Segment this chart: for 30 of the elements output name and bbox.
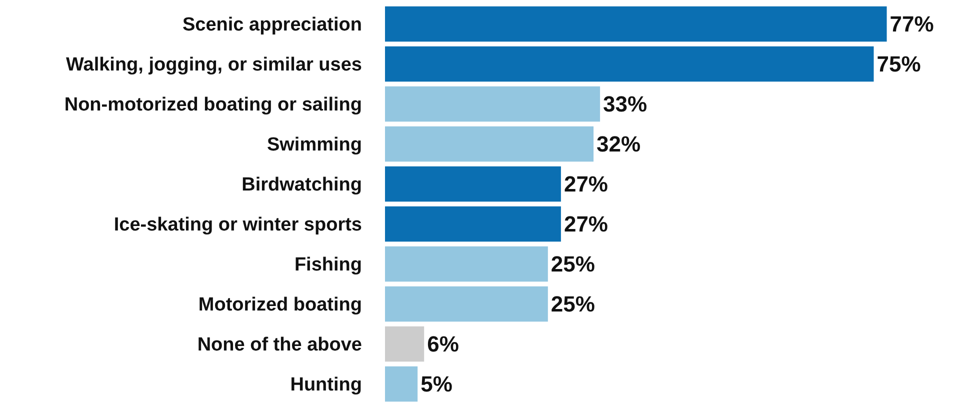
data-label: 27% [564, 212, 608, 236]
bar [385, 46, 874, 82]
bar [385, 86, 600, 122]
y-tick-label: Walking, jogging, or similar uses [66, 54, 362, 76]
data-label: 5% [420, 372, 452, 396]
y-tick-label: Swimming [266, 134, 362, 156]
data-label: 77% [890, 12, 934, 36]
data-label: 33% [603, 92, 648, 116]
y-tick-label: Motorized boating [198, 294, 362, 316]
data-label: 75% [876, 52, 921, 76]
y-tick-label: Fishing [294, 254, 362, 276]
data-label: 32% [596, 132, 641, 156]
bar [385, 166, 561, 202]
bar [385, 326, 424, 362]
data-label: 6% [427, 332, 459, 356]
y-tick-label: Non-motorized boating or sailing [64, 94, 362, 116]
bar [385, 366, 418, 402]
y-tick-label: Ice-skating or winter sports [114, 214, 362, 236]
bar [385, 246, 548, 282]
bar [385, 286, 548, 322]
data-label: 25% [550, 292, 595, 316]
data-label: 25% [550, 252, 595, 276]
bar [385, 6, 887, 42]
bar [385, 126, 594, 162]
y-tick-label: Hunting [290, 374, 362, 396]
y-tick-label: None of the above [197, 334, 362, 356]
bar [385, 206, 561, 242]
y-tick-label: Scenic appreciation [182, 14, 362, 36]
data-label: 27% [564, 172, 608, 196]
y-tick-label: Birdwatching [242, 174, 362, 196]
